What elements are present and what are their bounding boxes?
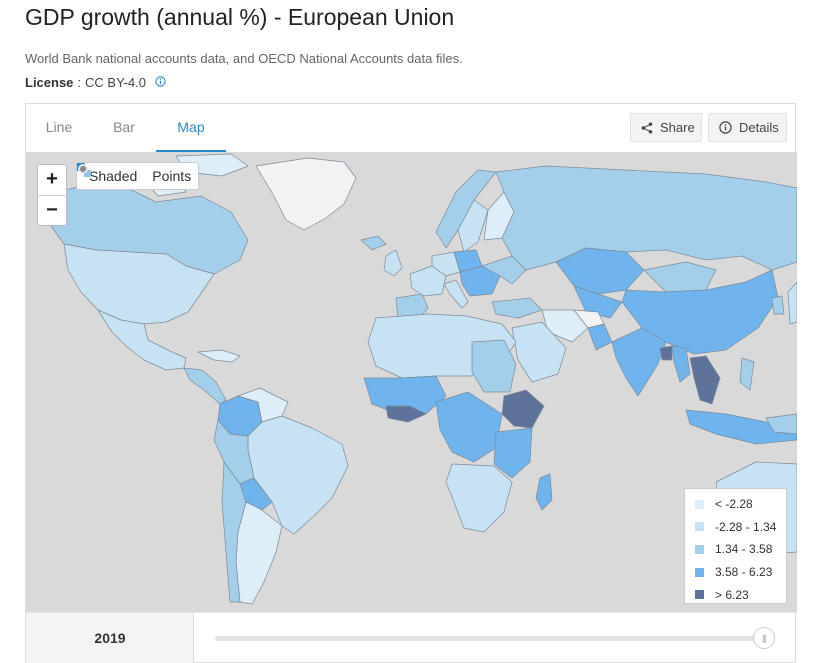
region-japan xyxy=(787,281,797,325)
region-guinea-coast xyxy=(385,405,427,423)
legend-swatch xyxy=(695,499,704,509)
region-west-africa xyxy=(363,375,447,415)
region-argentina xyxy=(235,501,283,605)
region-usa xyxy=(63,243,215,325)
legend-label: 3.58 - 6.23 xyxy=(715,565,773,580)
region-southern-africa xyxy=(445,463,513,533)
region-east-africa xyxy=(493,427,533,479)
legend-item: < -2.28 xyxy=(685,493,786,516)
tab-map[interactable]: Map xyxy=(156,104,226,152)
region-indochina xyxy=(689,355,721,405)
region-central-america xyxy=(183,367,227,405)
region-myanmar xyxy=(671,345,691,383)
details-button[interactable]: Details xyxy=(708,113,787,142)
details-label: Details xyxy=(739,120,779,135)
region-central-asia xyxy=(573,285,623,319)
info-icon[interactable] xyxy=(155,75,166,90)
mode-points-option[interactable]: Points xyxy=(78,164,192,184)
license-separator: : xyxy=(77,75,82,90)
region-png xyxy=(765,413,797,435)
year-slider-handle[interactable]: ||| xyxy=(753,627,775,649)
share-icon xyxy=(641,122,653,134)
region-spain xyxy=(395,293,429,321)
legend-swatch xyxy=(695,590,704,600)
world-map-svg xyxy=(47,153,797,605)
world-map[interactable]: + − Shaded Points < -2.28 xyxy=(26,152,797,612)
legend-item: 3.58 - 6.23 xyxy=(685,561,786,584)
region-horn xyxy=(501,389,545,429)
license-label: License xyxy=(25,75,74,90)
page-title: GDP growth (annual %) - European Union xyxy=(25,4,455,30)
mode-shaded-option[interactable]: Shaded xyxy=(77,163,138,184)
mode-points-label: Points xyxy=(152,168,192,184)
region-indonesia xyxy=(685,409,797,445)
legend-swatch xyxy=(695,522,704,532)
legend-swatch xyxy=(695,567,704,577)
zoom-out-button[interactable]: − xyxy=(46,199,58,221)
region-norway xyxy=(435,169,497,249)
region-india xyxy=(611,327,667,397)
region-chile xyxy=(221,461,247,603)
region-turkey xyxy=(491,297,543,319)
view-tabs: Line Bar Map xyxy=(26,104,226,152)
region-greenland xyxy=(255,157,357,231)
mode-shaded-label: Shaded xyxy=(89,168,138,184)
tab-line[interactable]: Line xyxy=(45,119,73,135)
region-philippines xyxy=(739,357,755,391)
share-button[interactable]: Share xyxy=(630,113,702,142)
region-caribbean xyxy=(197,349,241,363)
region-sweden xyxy=(457,199,489,253)
map-legend: < -2.28 -2.28 - 1.34 1.34 - 3.58 3.58 - … xyxy=(684,488,787,604)
region-germany xyxy=(431,251,461,277)
region-bangladesh xyxy=(659,345,673,361)
info-circle-icon xyxy=(719,121,732,134)
tab-bar[interactable]: Bar xyxy=(113,119,135,135)
zoom-in-button[interactable]: + xyxy=(38,165,66,196)
region-uk xyxy=(383,249,403,277)
source-note: World Bank national accounts data, and O… xyxy=(25,51,463,66)
selected-year: 2019 xyxy=(94,630,126,646)
region-korea xyxy=(771,295,785,315)
region-russia xyxy=(495,165,797,271)
region-pakistan xyxy=(587,323,613,351)
year-timeline: 2019 ||| xyxy=(26,612,797,663)
legend-label: 1.34 - 3.58 xyxy=(715,542,773,557)
share-label: Share xyxy=(660,120,695,135)
region-egypt-sudan xyxy=(471,339,517,393)
license-line: License : CC BY-4.0 xyxy=(25,75,166,90)
region-italy xyxy=(443,279,469,309)
year-cell: 2019 xyxy=(26,613,194,663)
legend-item: > 6.23 xyxy=(685,583,786,606)
chart-panel: Line Bar Map Share Details xyxy=(25,103,797,663)
region-mongolia xyxy=(643,261,717,293)
legend-item: 1.34 - 3.58 xyxy=(685,538,786,561)
legend-label: < -2.28 xyxy=(715,497,753,512)
region-arabia xyxy=(511,321,567,383)
legend-item: -2.28 - 1.34 xyxy=(685,516,786,539)
legend-swatch xyxy=(695,544,704,554)
region-ukraine xyxy=(481,255,527,285)
region-central-africa xyxy=(435,391,503,463)
zoom-control: + − xyxy=(37,164,67,226)
legend-label: -2.28 - 1.34 xyxy=(715,519,777,534)
region-mexico xyxy=(97,309,187,371)
region-madagascar xyxy=(535,473,553,511)
region-iceland xyxy=(360,235,387,251)
license-value: CC BY-4.0 xyxy=(85,75,146,90)
year-slider-track[interactable] xyxy=(215,636,765,641)
legend-label: > 6.23 xyxy=(715,587,749,602)
map-mode-toggle: Shaded Points xyxy=(76,162,200,190)
